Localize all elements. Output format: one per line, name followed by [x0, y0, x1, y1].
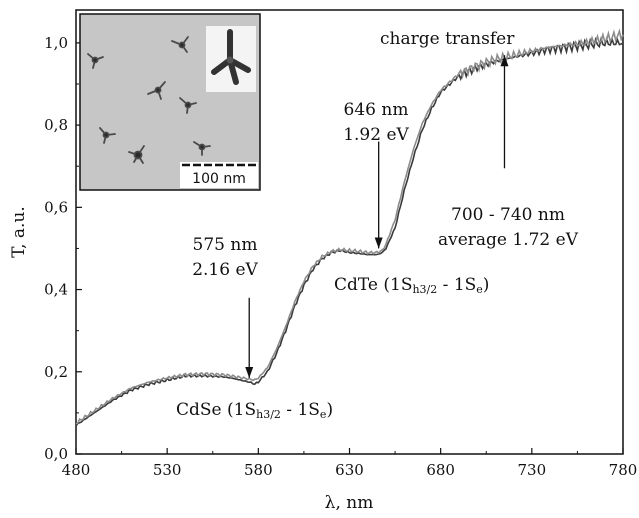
cdse-band-mid: - 1S — [281, 400, 320, 420]
cdte-band-end: ) — [483, 275, 490, 295]
cdse-band-label: CdSe (1Sh3/2 - 1Se) — [176, 400, 333, 421]
cdte-band-mid: - 1S — [437, 275, 476, 295]
cdte-band-label: CdTe (1Sh3/2 - 1Se) — [334, 275, 489, 296]
x-tick-label: 530 — [153, 461, 182, 479]
tetrapod-model-icon — [211, 29, 251, 85]
annotation-arrow-head — [245, 366, 254, 378]
annotation-700-line1: 700 - 740 nm — [451, 205, 565, 225]
scale-bar-label: 100 nm — [192, 171, 246, 187]
cdte-band-sub2: e — [476, 283, 483, 296]
tetrapod-particle — [99, 127, 116, 144]
annotation-700-line2: average 1.72 eV — [438, 230, 579, 250]
cdse-band-end: ) — [326, 400, 333, 420]
tetrapod-particle — [87, 53, 104, 69]
annotation-646-line1: 646 nm — [344, 100, 409, 120]
cdte-band-main: CdTe (1S — [334, 275, 412, 295]
y-tick-label: 0,6 — [44, 198, 68, 216]
cdse-band-sub2: e — [320, 408, 327, 421]
y-tick-label: 1,0 — [44, 34, 68, 52]
x-tick-label: 780 — [609, 461, 638, 479]
y-axis-label: T, a.u. — [9, 206, 29, 258]
x-tick-label: 480 — [62, 461, 91, 479]
tetrapod-particles — [87, 36, 211, 164]
annotation-575-line1: 575 nm — [193, 235, 258, 255]
x-tick-label: 630 — [335, 461, 364, 479]
series-group — [75, 28, 624, 427]
annotation-arrow-head — [500, 55, 509, 67]
cdse-band-main: CdSe (1S — [176, 400, 256, 420]
tem-inset: 100 nm — [79, 13, 261, 191]
x-axis-label: λ, nm — [325, 493, 374, 513]
annotation-575-line2: 2.16 eV — [192, 260, 258, 280]
x-tick-label: 680 — [426, 461, 455, 479]
y-tick-label: 0,4 — [44, 281, 68, 299]
x-axis-ticks: 480 530 580 630 680 730 780 — [62, 448, 638, 479]
annotation-arrow-head — [374, 237, 383, 249]
y-tick-label: 0,0 — [44, 445, 68, 463]
tetrapod-particle — [128, 145, 145, 164]
x-tick-label: 580 — [244, 461, 273, 479]
annotation-arrows — [245, 55, 509, 378]
annotation-646-line2: 1.92 eV — [343, 125, 409, 145]
tetrapod-particle — [171, 36, 189, 53]
y-axis-ticks: 0,0 0,2 0,4 0,6 0,8 1,0 — [44, 34, 82, 463]
y-tick-label: 0,2 — [44, 363, 68, 381]
tetrapod-particle — [147, 81, 166, 100]
series-line — [75, 28, 624, 425]
tetrapod-particle — [193, 141, 211, 156]
cdse-band-sub1: h3/2 — [256, 408, 281, 421]
cdte-band-sub1: h3/2 — [412, 283, 437, 296]
x-tick-label: 730 — [518, 461, 547, 479]
tetrapod-particle — [179, 97, 197, 114]
y-tick-label: 0,8 — [44, 116, 68, 134]
scale-bar-box — [180, 162, 258, 188]
annotation-charge-transfer: charge transfer — [380, 29, 515, 49]
